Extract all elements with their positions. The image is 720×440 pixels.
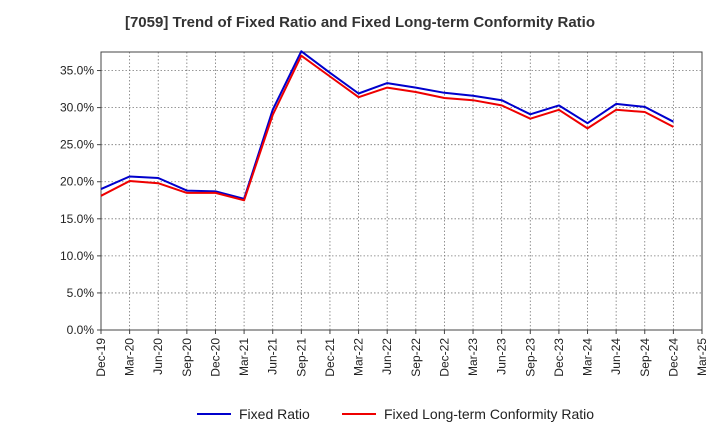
x-tick-label: Mar-23: [466, 338, 480, 376]
x-tick-label: Mar-20: [123, 338, 137, 376]
x-tick-label: Jun-22: [380, 338, 394, 375]
x-tick-label: Sep-21: [294, 338, 308, 377]
y-tick-label: 5.0%: [67, 286, 95, 300]
plot-frame: [100, 51, 703, 331]
x-tick-label: Mar-21: [237, 338, 251, 376]
y-tick-label: 20.0%: [60, 175, 94, 189]
x-tick-label: Sep-20: [180, 338, 194, 377]
x-tick-label: Sep-22: [409, 338, 423, 377]
y-tick-label: 0.0%: [67, 323, 95, 337]
series-line-0: [100, 50, 674, 200]
x-tick-label: Jun-20: [151, 338, 165, 375]
grid-lines: [101, 52, 702, 330]
y-tick-label: 15.0%: [60, 212, 94, 226]
x-tick-label: Dec-22: [437, 338, 451, 377]
series-line-1: [100, 54, 674, 202]
x-tick-label: Mar-22: [352, 338, 366, 376]
axes: 0.0% 5.0% 10.0% 15.0% 20.0% 25.0% 30.0% 35.0% De…: [60, 51, 709, 377]
legend-label-0: Fixed Ratio: [239, 406, 310, 422]
x-tick-label: Mar-24: [581, 338, 595, 376]
x-tick-label: Dec-21: [323, 338, 337, 377]
chart-title: [7059] Trend of Fixed Ratio and Fixed Lo…: [124, 14, 596, 31]
x-tick-label: Dec-23: [552, 338, 566, 377]
x-tick-label: Mar-25: [695, 338, 709, 376]
legend: Fixed Ratio Fixed Long-term Conformity Ra…: [197, 406, 594, 422]
x-tick-label: Jun-21: [266, 338, 280, 375]
series-lines: [100, 50, 674, 202]
y-tick-label: 35.0%: [60, 64, 94, 78]
x-tick-label: Sep-23: [523, 338, 537, 377]
x-tick-label: Dec-24: [666, 338, 680, 377]
legend-label-1: Fixed Long-term Conformity Ratio: [384, 406, 594, 422]
y-tick-label: 30.0%: [60, 101, 94, 115]
y-tick-label: 25.0%: [60, 138, 94, 152]
y-tick-label: 10.0%: [60, 249, 94, 263]
x-tick-label: Dec-19: [94, 338, 108, 377]
x-tick-label: Dec-20: [208, 338, 222, 377]
x-tick-label: Sep-24: [638, 338, 652, 377]
x-tick-label: Jun-23: [495, 338, 509, 375]
x-tick-label: Jun-24: [609, 338, 623, 375]
